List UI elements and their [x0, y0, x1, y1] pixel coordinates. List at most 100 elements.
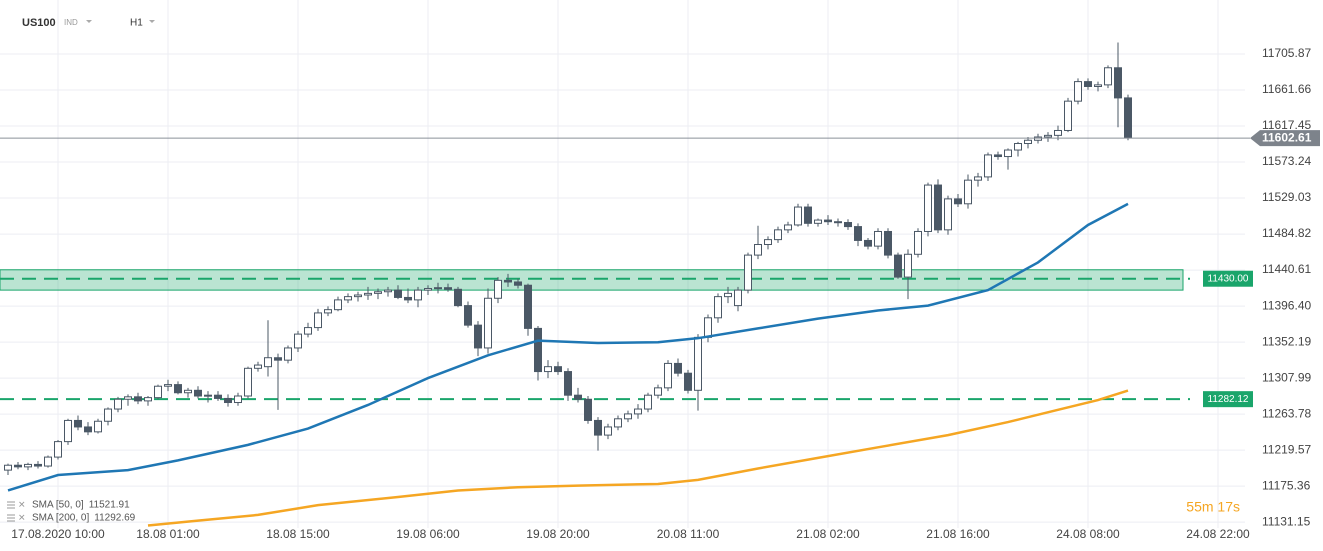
candle-body [524, 284, 532, 329]
last-price-label: 11602.61 [1262, 130, 1312, 144]
candle-body [1024, 139, 1032, 145]
candle-body [844, 222, 852, 228]
candle-body [794, 206, 802, 226]
candle-body [584, 398, 592, 421]
y-tick-label: 11661.66 [1262, 82, 1311, 96]
candle-body [654, 387, 662, 396]
candle-body [184, 389, 192, 394]
candle-body [814, 219, 822, 224]
level-label: 11282.12 [1208, 394, 1249, 405]
candle-body [684, 372, 692, 391]
candle-body [94, 420, 102, 433]
candle-body [1114, 67, 1122, 99]
candle-body [434, 287, 442, 290]
candle-body [104, 408, 112, 422]
candle-body [14, 464, 22, 468]
candle-body [854, 226, 862, 241]
candle-body [124, 396, 132, 400]
candle-body [934, 184, 942, 231]
candle-body [154, 385, 162, 399]
candle-body [304, 327, 312, 335]
dropdown-icon[interactable] [86, 20, 92, 23]
candle-body [404, 296, 412, 301]
support-zone [0, 269, 1184, 291]
candle-body [204, 394, 212, 397]
candle-body [514, 281, 522, 286]
instrument-kind: IND [64, 18, 78, 27]
y-tick-label: 11396.40 [1262, 298, 1311, 312]
dropdown-icon[interactable] [149, 20, 155, 23]
y-tick-label: 11131.15 [1262, 514, 1311, 528]
countdown: 55m 17s [1186, 499, 1240, 515]
candle-body [804, 206, 812, 224]
plot [0, 42, 1250, 527]
candle-body [704, 317, 712, 338]
candle-body [994, 154, 1002, 158]
candle-body [484, 297, 492, 349]
candle-body [544, 366, 552, 373]
x-tick-label: 19.08 20:00 [526, 527, 590, 541]
candle-body [724, 292, 732, 298]
legend-close: ✕ [18, 512, 26, 522]
sma-line [147, 389, 1129, 527]
candle-body [504, 279, 512, 283]
candle-body [424, 287, 432, 291]
y-tick-label: 11529.03 [1262, 190, 1311, 204]
x-tick-label: 18.08 01:00 [136, 527, 200, 541]
candle-body [174, 384, 182, 394]
candle-body [144, 397, 152, 402]
candle-body [624, 413, 632, 420]
candle-body [274, 357, 282, 361]
candle-body [264, 357, 272, 368]
candle-body [1064, 100, 1072, 131]
candle-body [774, 229, 782, 241]
symbol[interactable]: US100 [22, 17, 56, 29]
candle-body [594, 419, 602, 436]
candle-body [1004, 149, 1012, 158]
candle-body [1094, 84, 1102, 87]
candle-body [904, 253, 912, 278]
legend-value: 11521.91 [89, 500, 130, 511]
candle-body [74, 419, 82, 428]
candle-body [604, 426, 612, 436]
candle-body [464, 305, 472, 326]
candle-body [824, 219, 832, 223]
candle-body [24, 463, 32, 468]
candle-body [674, 362, 682, 374]
candle-body [1044, 134, 1052, 138]
candle-body [4, 464, 12, 471]
sma-line [7, 202, 1129, 492]
candle-body [1014, 143, 1022, 151]
legend-name: SMA [50, 0] [32, 500, 84, 511]
candle-body [1084, 81, 1092, 87]
candle-body [944, 198, 952, 231]
candle-body [1124, 97, 1132, 139]
candle-body [924, 184, 932, 232]
candle-body [84, 426, 92, 433]
y-tick-label: 11573.24 [1262, 154, 1311, 168]
y-tick-label: 11175.36 [1262, 478, 1311, 492]
candle-body [954, 198, 962, 205]
candle-body [874, 230, 882, 247]
candle-body [694, 336, 702, 391]
x-tick-label: 21.08 16:00 [926, 527, 990, 541]
y-tick-label: 11219.57 [1262, 442, 1311, 456]
candle-body [414, 289, 422, 301]
candle-body [194, 389, 202, 397]
timeframe[interactable]: H1 [130, 18, 143, 29]
level-tag [1203, 270, 1253, 287]
candle-body [344, 296, 352, 301]
candle-body [744, 254, 752, 291]
candle-body [754, 244, 762, 256]
y-tick-label: 11263.78 [1262, 406, 1311, 420]
candle-body [764, 239, 772, 246]
x-tick-label: 19.08 06:00 [396, 527, 460, 541]
candle-body [384, 289, 392, 293]
x-tick-label: 24.08 22:00 [1186, 527, 1250, 541]
candle-body [364, 292, 372, 296]
candle-body [454, 288, 462, 307]
candle-body [214, 394, 222, 399]
legend-icon [7, 514, 15, 522]
candle-body [784, 224, 792, 231]
